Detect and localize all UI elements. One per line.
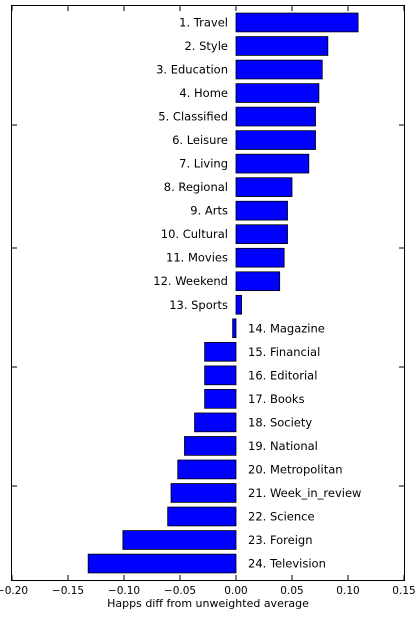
bar-label: 21. Week_in_review <box>248 486 361 500</box>
bar-label: 7. Living <box>179 157 228 171</box>
bar-label: 6. Leisure <box>172 133 228 147</box>
bar <box>87 553 237 574</box>
x-axis-title: Happs diff from unweighted average <box>107 597 309 610</box>
x-tick-label: −0.05 <box>164 585 196 597</box>
bar <box>235 247 285 268</box>
bar <box>235 130 316 150</box>
bar <box>235 271 281 292</box>
x-tick-label: 0.15 <box>392 585 415 597</box>
bar-label: 9. Arts <box>190 204 228 218</box>
bar <box>122 530 237 550</box>
bar-label: 19. National <box>248 439 318 453</box>
bar-label: 23. Foreign <box>248 533 313 547</box>
bar <box>184 436 237 456</box>
x-tick-label: −0.10 <box>108 585 140 597</box>
bar <box>170 483 237 503</box>
bar-label: 12. Weekend <box>153 274 228 288</box>
bar-labels-layer: 1. Travel 2. Style 3. Education 4. Home 5. C… <box>153 15 361 570</box>
bar-label: 24. Television <box>248 557 326 571</box>
bar-label: 1. Travel <box>179 15 228 29</box>
bar <box>235 224 288 244</box>
bar <box>177 459 237 480</box>
bar <box>235 200 288 221</box>
bar-label: 16. Editorial <box>248 368 317 382</box>
x-tick-label: −0.15 <box>52 585 84 597</box>
plot-frame <box>11 5 405 581</box>
bar <box>204 342 237 362</box>
bar-label: 20. Metropolitan <box>248 462 343 476</box>
bar-label: 15. Financial <box>248 345 320 359</box>
bar <box>204 389 237 409</box>
bar-label: 8. Regional <box>164 180 228 194</box>
bar <box>235 12 359 33</box>
ticks-layer: −0.20 −0.15 −0.10 −0.05 0.00 0.05 0.10 0.15 <box>0 6 416 597</box>
x-tick-label: −0.20 <box>0 585 28 597</box>
bar-label: 14. Magazine <box>248 321 325 335</box>
bars-layer <box>87 12 359 574</box>
bar-label: 13. Sports <box>169 298 228 312</box>
bar-label: 5. Classified <box>158 110 228 124</box>
bar <box>235 294 242 315</box>
bar-label: 10. Cultural <box>161 227 228 241</box>
x-tick-label: 0.05 <box>280 585 303 597</box>
bar <box>232 318 237 339</box>
bar <box>194 412 237 433</box>
bar <box>235 36 329 56</box>
bar <box>235 153 310 174</box>
bar <box>235 106 316 127</box>
bar <box>167 506 237 527</box>
bar-label: 2. Style <box>184 39 228 53</box>
bar <box>235 177 293 197</box>
bar <box>235 83 320 103</box>
bar-label: 3. Education <box>156 63 228 77</box>
bar-label: 18. Society <box>248 415 312 429</box>
bar-label: 17. Books <box>248 392 305 406</box>
x-tick-label: 0.10 <box>336 585 359 597</box>
bar-label: 11. Movies <box>166 251 228 265</box>
bar <box>204 365 237 386</box>
bar-label: 22. Science <box>248 509 315 523</box>
bar <box>235 59 323 80</box>
bar-label: 4. Home <box>179 86 228 100</box>
x-tick-label: 0.00 <box>224 585 247 597</box>
